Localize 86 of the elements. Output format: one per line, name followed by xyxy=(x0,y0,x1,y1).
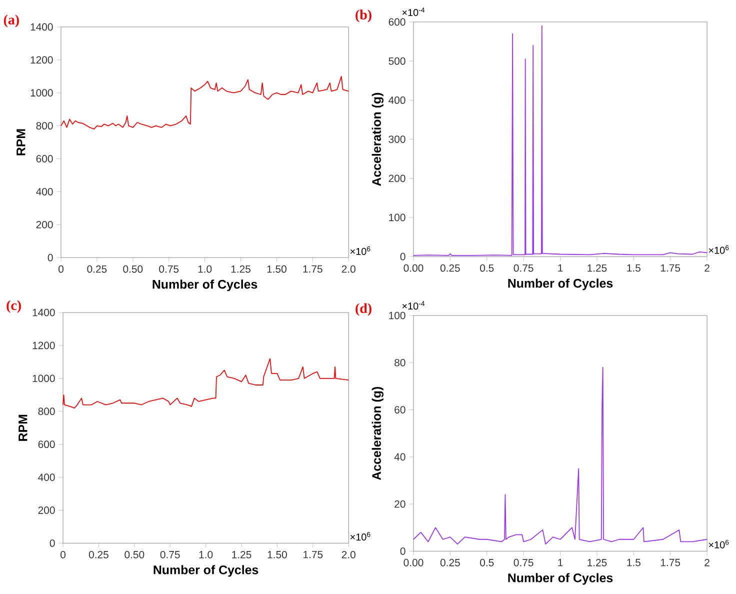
y-tick-label: 600 xyxy=(38,440,55,448)
x-tick-label: 1 xyxy=(558,558,563,566)
y-axis-title: Acceleration (g) xyxy=(372,92,384,186)
x-tick-label: 0.25 xyxy=(440,264,460,272)
line-series xyxy=(62,358,350,408)
x-tick-label: 1.5 xyxy=(627,558,640,566)
x-tick-label: 1.25 xyxy=(232,550,252,558)
x-axis-title: Number of Cycles xyxy=(152,280,258,292)
x-tick-label: 1 xyxy=(558,264,563,272)
y-tick-label: 1000 xyxy=(30,89,53,97)
x-tick-label: 2 xyxy=(704,558,710,566)
line-series xyxy=(60,76,350,130)
text: ×10$^{6}$ xyxy=(708,245,729,254)
text: ×10$^{6}$ xyxy=(350,246,370,255)
y-tick-label: 500 xyxy=(388,57,406,65)
y-tick-label: 0 xyxy=(48,254,53,262)
y-axis-title: Acceleration (g) xyxy=(372,386,384,480)
y-tick-label: 300 xyxy=(388,136,406,143)
chart-title: (c) xyxy=(6,300,21,313)
x-tick-label: 1.25 xyxy=(231,265,250,273)
y-tick-label: 60 xyxy=(394,406,406,414)
x-axis-title: Number of Cycles xyxy=(508,573,613,585)
x-tick-label: 2.0 xyxy=(342,265,356,273)
y-tick-label: 200 xyxy=(38,506,55,514)
y-tick-label: 40 xyxy=(394,453,406,461)
y-tick-label: 600 xyxy=(388,18,406,26)
x-tick-label: 0.75 xyxy=(514,558,534,566)
x-tick-label: 2 xyxy=(704,264,710,272)
chart-title: (b) xyxy=(356,10,372,22)
y-axis-title: RPM xyxy=(16,129,26,156)
text: ×10$^{6}$ xyxy=(708,540,729,548)
y-tick-label: 400 xyxy=(388,96,406,104)
x-tick-label: 2.0 xyxy=(342,550,356,558)
x-tick-label: 0.25 xyxy=(88,550,108,558)
x-tick-label: 0.00 xyxy=(404,264,424,272)
y-tick-label: 1400 xyxy=(32,308,55,316)
y-tick-label: 100 xyxy=(389,312,406,320)
x-tick-label: 0 xyxy=(58,265,64,273)
y-tick-label: 600 xyxy=(36,155,53,162)
chart-title: (a) xyxy=(4,14,19,28)
chart-title: (d) xyxy=(356,303,372,316)
x-tick-label: 1.75 xyxy=(660,558,680,566)
x-tick-label: 0.5 xyxy=(480,558,494,566)
y-tick-label: 80 xyxy=(394,358,406,366)
y-tick-label: 400 xyxy=(38,474,55,481)
x-tick-label: 0.50 xyxy=(124,550,144,558)
y-tick-label: 0 xyxy=(50,539,55,547)
y-tick-label: 200 xyxy=(388,174,406,182)
x-tick-label: 1.75 xyxy=(303,265,322,273)
x-tick-label: 0.25 xyxy=(87,265,107,273)
y-tick-label: 200 xyxy=(36,220,53,228)
x-tick-label: 0.75 xyxy=(160,550,180,558)
x-tick-label: 1.0 xyxy=(198,265,212,273)
y-tick-label: 800 xyxy=(38,408,55,416)
x-tick-label: 1.50 xyxy=(267,265,286,273)
y-tick-label: 400 xyxy=(36,188,53,196)
text: ×10$^{6}$ xyxy=(350,532,370,540)
x-tick-label: 0.5 xyxy=(480,264,494,272)
line-series xyxy=(413,366,708,544)
x-axis-title: Number of Cycles xyxy=(508,278,613,290)
x-tick-label: 1.25 xyxy=(588,558,607,566)
y-tick-label: 1000 xyxy=(32,374,55,382)
line-series xyxy=(413,25,708,256)
x-tick-label: 0.75 xyxy=(159,265,179,273)
x-tick-label: 1.0 xyxy=(199,550,213,558)
x-tick-label: 1.50 xyxy=(268,550,287,558)
y-tick-label: 0 xyxy=(400,252,406,260)
x-tick-label: 0 xyxy=(60,550,66,558)
x-tick-label: 1.75 xyxy=(304,550,323,558)
y-tick-label: 20 xyxy=(394,500,406,508)
x-tick-label: 0.50 xyxy=(123,265,143,273)
x-axis-title: Number of Cycles xyxy=(154,565,258,577)
y-axis-title: RPM xyxy=(18,414,28,441)
y-tick-label: 1200 xyxy=(32,342,55,350)
y-tick-label: 1200 xyxy=(30,56,53,64)
y-tick-label: 100 xyxy=(389,214,406,222)
text: ×10$^{-4}$ xyxy=(402,8,425,16)
x-tick-label: 1.25 xyxy=(588,264,607,272)
x-tick-label: 0.75 xyxy=(514,264,534,272)
x-tick-label: 1.5 xyxy=(627,264,640,272)
x-tick-label: 0.25 xyxy=(440,558,460,566)
y-tick-label: 1400 xyxy=(30,23,53,31)
x-tick-label: 1.75 xyxy=(660,264,680,272)
y-tick-label: 800 xyxy=(36,122,53,130)
x-tick-label: 0.00 xyxy=(404,558,424,566)
text: ×10$^{-4}$ xyxy=(402,301,425,310)
